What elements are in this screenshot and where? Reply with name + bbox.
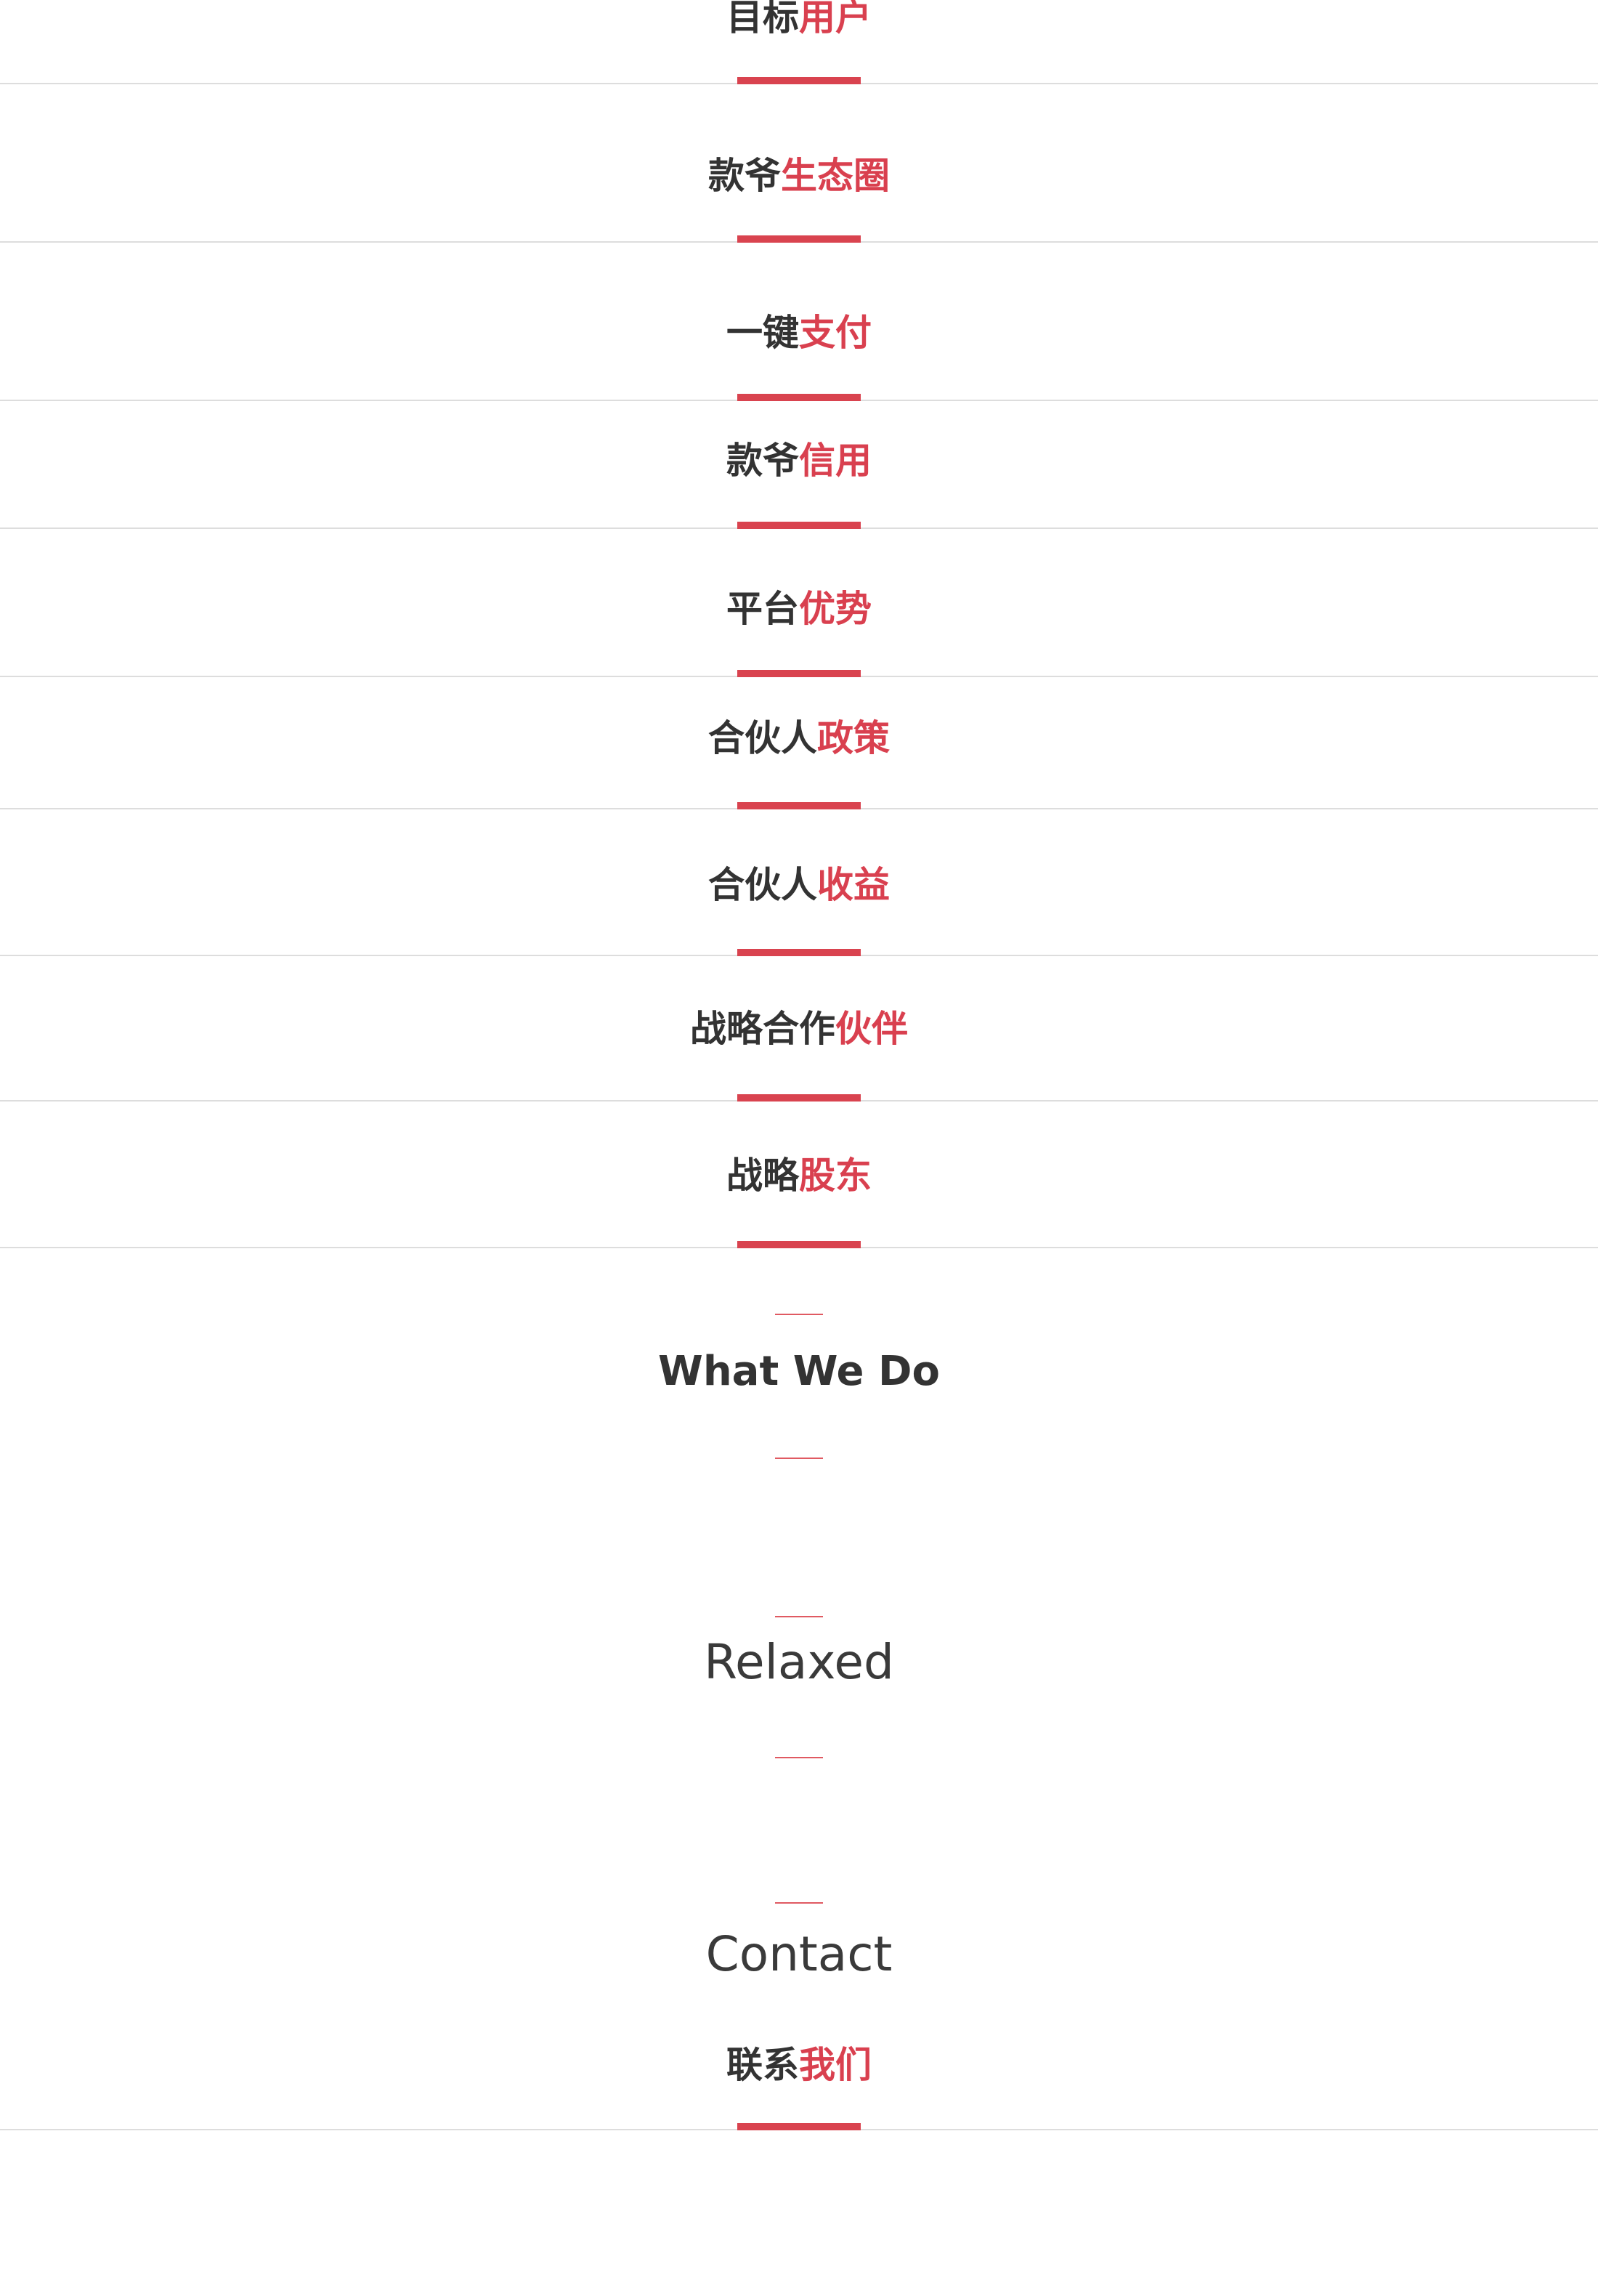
section-title-accent: 生态圈 [781,155,890,197]
section-underline [737,802,861,809]
section-title: 款爷生态圈 [0,154,1598,198]
section-title-accent: 政策 [817,717,890,759]
section-underline [737,522,861,529]
section-title: 联系我们 [0,2043,1598,2087]
section-title: 平台优势 [0,587,1598,631]
section-title-accent: 优势 [799,588,872,630]
relaxed-heading: Relaxed [704,1634,894,1690]
what-we-do-heading: What We Do [658,1348,940,1395]
section-title-accent: 支付 [799,312,872,354]
section-partner-income: 合伙人收益 [0,809,1598,956]
section-title-dark: 战略 [726,1155,799,1197]
section-title: 战略股东 [0,1154,1598,1197]
section-title-accent: 伙伴 [835,1008,908,1050]
section-platform-advantage: 平台优势 [0,529,1598,677]
what-we-do-bottom-rule [775,1458,823,1459]
section-partner-policy: 合伙人政策 [0,677,1598,809]
section-title: 战略合作伙伴 [0,1007,1598,1051]
section-underline [737,670,861,677]
section-title-dark: 合伙人 [708,717,817,759]
section-credit: 款爷信用 [0,401,1598,529]
section-one-click-pay: 一键支付 [0,243,1598,401]
section-title-dark: 平台 [726,588,799,630]
relaxed-bottom-rule [775,1757,823,1758]
section-title: 合伙人政策 [0,716,1598,760]
section-title-accent: 我们 [799,2044,872,2086]
section-title-dark: 战略合作 [690,1008,835,1050]
what-we-do-top-rule [775,1314,823,1315]
section-underline [737,949,861,956]
section-title-accent: 信用 [799,440,872,482]
section-title: 一键支付 [0,311,1598,355]
section-title: 款爷信用 [0,439,1598,482]
section-title-dark: 一键 [726,312,799,354]
relaxed-top-rule [775,1616,823,1617]
section-title-accent: 收益 [817,864,890,906]
section-target-users: 目标用户 [0,0,1598,84]
section-title: 目标用户 [0,0,1598,39]
section-title-dark: 合伙人 [708,864,817,906]
section-contact-us: 联系我们 [0,2005,1598,2130]
section-underline [737,394,861,401]
section-underline [737,1241,861,1248]
section-title: 合伙人收益 [0,863,1598,907]
section-underline [737,2123,861,2130]
contact-heading: Contact [705,1926,893,1982]
section-strategic-shareholders: 战略股东 [0,1101,1598,1248]
contact-top-rule [775,1902,823,1904]
section-title-dark: 联系 [726,2044,799,2086]
section-title-accent: 用户 [799,0,872,39]
section-underline [737,1094,861,1101]
section-title-accent: 股东 [799,1155,872,1197]
section-title-dark: 款爷 [708,155,781,197]
section-title-dark: 款爷 [726,440,799,482]
section-title-dark: 目标 [726,0,799,39]
section-ecosystem: 款爷生态圈 [0,84,1598,243]
section-underline [737,235,861,243]
section-strategic-partners: 战略合作伙伴 [0,956,1598,1101]
section-underline [737,77,861,84]
